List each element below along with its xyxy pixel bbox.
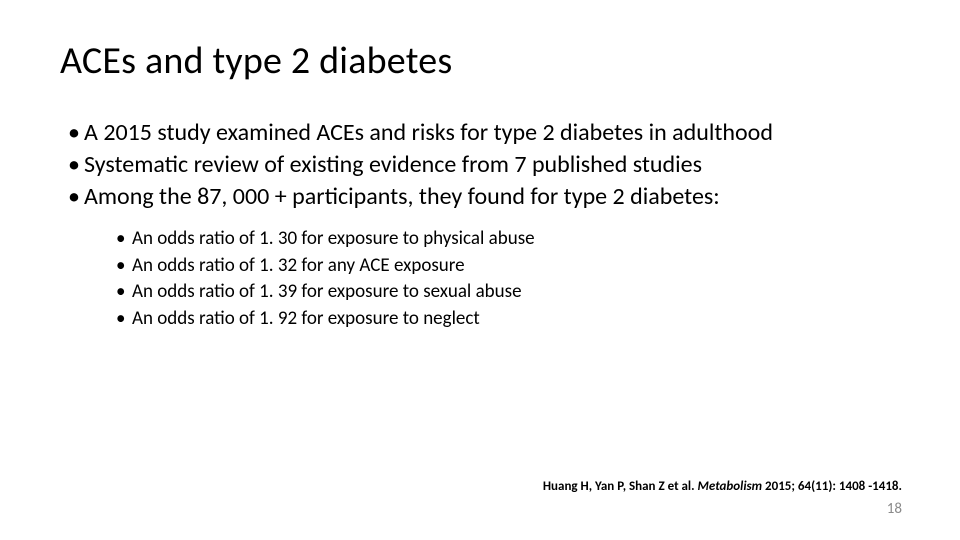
citation-text: Huang H, Yan P, Shan Z et al. Metabolism… bbox=[543, 479, 902, 494]
list-item: An odds ratio of 1. 32 for any ACE expos… bbox=[116, 253, 900, 279]
citation-journal: Metabolism bbox=[698, 479, 763, 494]
list-item: An odds ratio of 1. 30 for exposure to p… bbox=[116, 226, 900, 252]
bullet-list-level2: An odds ratio of 1. 30 for exposure to p… bbox=[60, 226, 900, 332]
slide-container: ACEs and type 2 diabetes A 2015 study ex… bbox=[0, 0, 960, 540]
slide-title: ACEs and type 2 diabetes bbox=[60, 38, 900, 84]
list-item: Systematic review of existing evidence f… bbox=[68, 150, 900, 180]
list-item: Among the 87, 000 + participants, they f… bbox=[68, 182, 900, 212]
citation-authors: Huang H, Yan P, Shan Z et al. bbox=[543, 479, 698, 494]
list-item: An odds ratio of 1. 92 for exposure to n… bbox=[116, 306, 900, 332]
list-item: An odds ratio of 1. 39 for exposure to s… bbox=[116, 279, 900, 305]
page-number: 18 bbox=[887, 500, 902, 518]
citation-rest: 2015; 64(11): 1408 -1418. bbox=[762, 479, 902, 494]
list-item: A 2015 study examined ACEs and risks for… bbox=[68, 118, 900, 148]
bullet-list-level1: A 2015 study examined ACEs and risks for… bbox=[60, 118, 900, 212]
